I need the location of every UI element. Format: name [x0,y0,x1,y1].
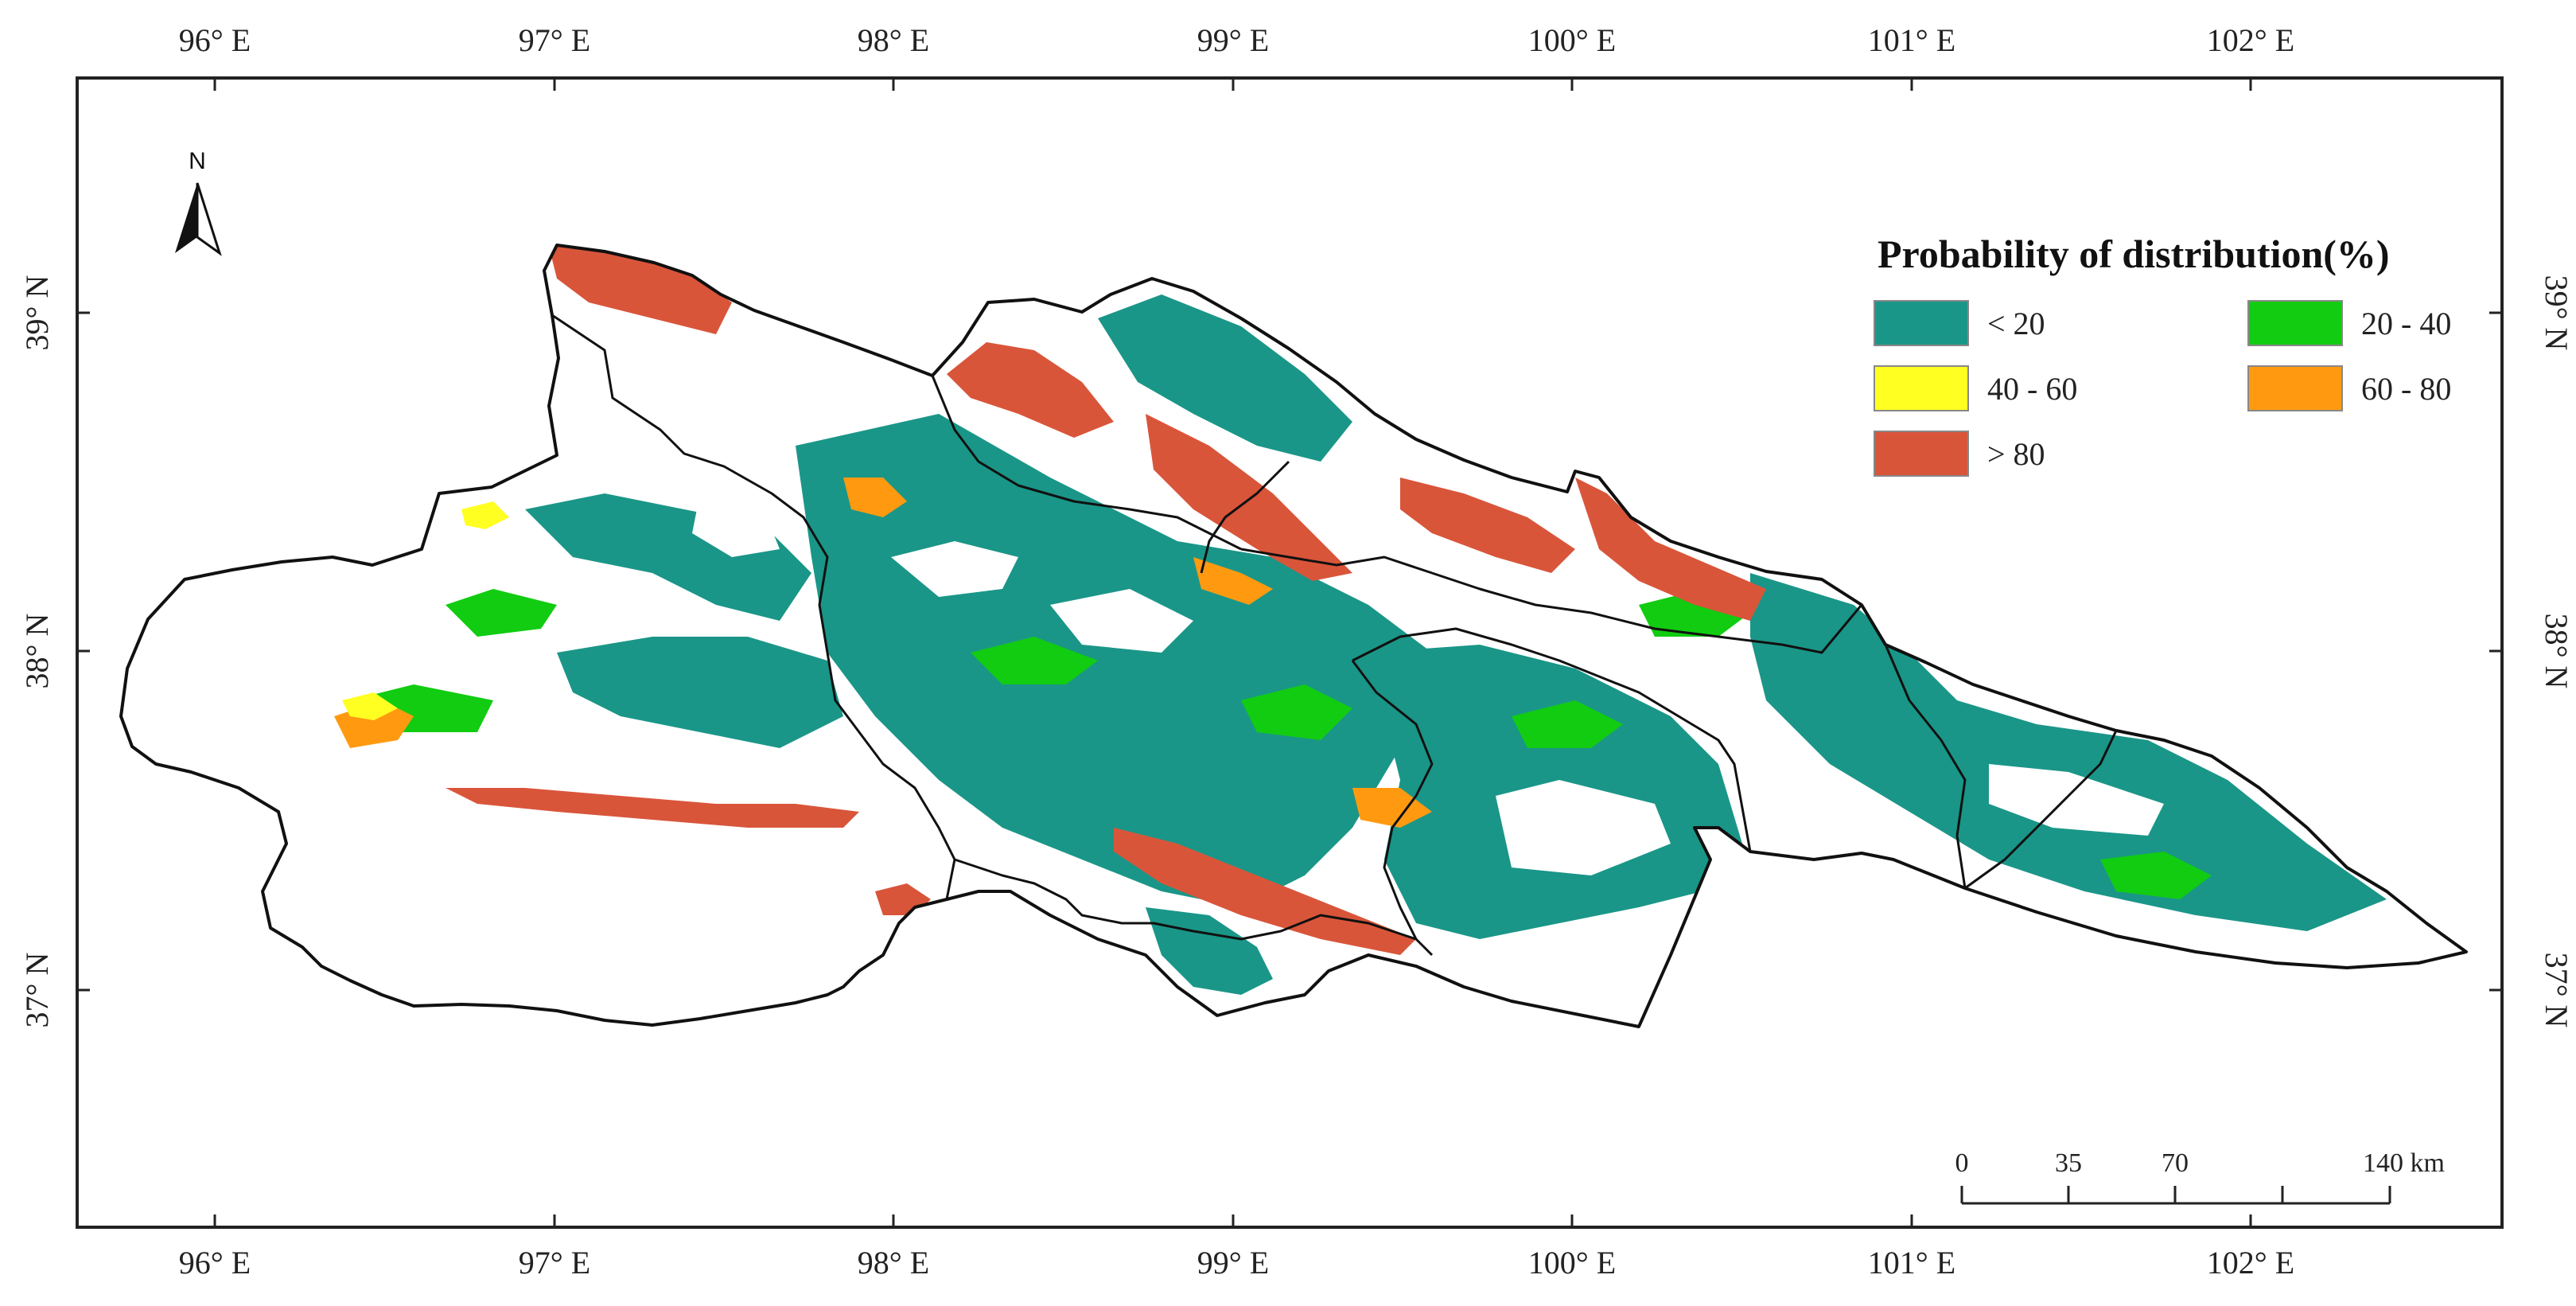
scale-label-70: 70 [2162,1148,2189,1178]
county-boundary-line [954,858,1434,957]
map-frame [76,76,2504,1229]
longitude-label-top: 97° E [519,22,590,58]
longitude-label-bottom: 96° E [179,1245,251,1281]
legend-swatch [2247,365,2343,411]
longitude-label-bottom: 98° E [858,1245,929,1281]
north-arrow: N [175,148,222,256]
legend-label: 40 - 60 [1987,371,2077,407]
patch-high [1193,557,1273,605]
scale-bar: 0 35 70 140 km [1955,1148,2445,1205]
patch-mid [342,692,398,720]
scale-label-140km: 140 km [2363,1148,2445,1178]
longitude-label-bottom: 100° E [1528,1245,1616,1281]
legend-swatch [1874,300,1969,346]
county-boundary-line [1431,571,1863,654]
patch-very-high [1400,478,1575,573]
bottom-ticks: 96° E 97° E 98° E 99° E 100° E 101° E 102° E [179,1214,2294,1281]
north-arrow-right-half [196,182,222,256]
county-boundary-line [1351,660,1434,940]
longitude-label-top: 102° E [2207,22,2294,58]
county-boundaries [551,314,2118,957]
legend-label: 60 - 80 [2361,371,2451,407]
patch-high [1352,788,1432,828]
patch-mid-low [446,589,557,637]
patch-mid [461,501,509,529]
longitude-label-top: 99° E [1197,22,1269,58]
latitude-label-right: 37° N [2539,953,2574,1028]
latitude-label-left: 37° N [19,953,55,1028]
legend-swatch [2247,300,2343,346]
longitude-label-top: 101° E [1868,22,1955,58]
longitude-label-bottom: 99° E [1197,1245,1269,1281]
legend-label: 20 - 40 [2361,306,2451,341]
patch-low [525,493,811,621]
county-boundary-line [931,375,1242,551]
distribution-patches [334,245,2387,995]
top-ticks: 96° E 97° E 98° E 99° E 100° E 101° E 102° E [179,22,2294,91]
patch-low [1098,294,1352,462]
legend-label: < 20 [1987,306,2045,341]
patch-low [796,414,1432,907]
scale-label-35: 35 [2055,1148,2082,1178]
county-boundary-line [551,314,956,900]
patch-very-high [947,342,1114,438]
patch-empty [1496,780,1671,875]
patch-very-high [446,788,859,828]
patch-empty [692,493,780,557]
patch-very-high [549,245,732,334]
longitude-label-top: 98° E [858,22,929,58]
legend: Probability of distribution(%) < 20 20 - … [1874,232,2451,477]
legend-swatch [1874,365,1969,411]
patch-low [1146,907,1273,995]
latitude-label-left: 39° N [19,275,55,351]
longitude-label-bottom: 102° E [2207,1245,2294,1281]
patch-empty [1050,589,1193,653]
north-arrow-left-half [175,183,197,253]
patch-high [843,478,907,517]
legend-swatch [1874,431,1969,477]
patch-mid-low [1241,684,1352,740]
longitude-label-bottom: 101° E [1868,1245,1955,1281]
patch-empty [1989,764,2164,836]
latitude-label-right: 39° N [2539,275,2574,351]
patch-mid-low [1512,700,1623,748]
patch-very-high [1114,828,1416,955]
patch-mid-low [2100,852,2212,899]
patch-mid-low [971,637,1098,684]
latitude-label-left: 38° N [19,614,55,689]
patch-very-high [1575,478,1766,621]
county-boundary-line [1240,548,1433,575]
patch-low [557,637,843,748]
north-arrow-label: N [189,148,206,174]
longitude-label-top: 96° E [179,22,251,58]
latitude-label-right: 38° N [2539,614,2574,689]
legend-title: Probability of distribution(%) [1878,232,2390,276]
right-ticks: 39° N 38° N 37° N [2489,275,2574,1028]
county-boundary-line [1352,627,1752,852]
legend-label: > 80 [1987,436,2045,472]
study-area-boundary [119,244,2468,1028]
patch-very-high [1146,414,1352,581]
patch-very-high [875,883,931,915]
longitude-label-bottom: 97° E [519,1245,590,1281]
county-boundary-line [1884,644,1967,889]
left-ticks: 39° N 38° N 37° N [19,275,90,1028]
patch-low [1750,573,2387,931]
county-boundary-line [1964,730,2118,890]
patch-empty [891,541,1018,597]
longitude-label-top: 100° E [1528,22,1616,58]
scale-label-0: 0 [1955,1148,1969,1178]
county-boundary-line [1200,460,1290,574]
